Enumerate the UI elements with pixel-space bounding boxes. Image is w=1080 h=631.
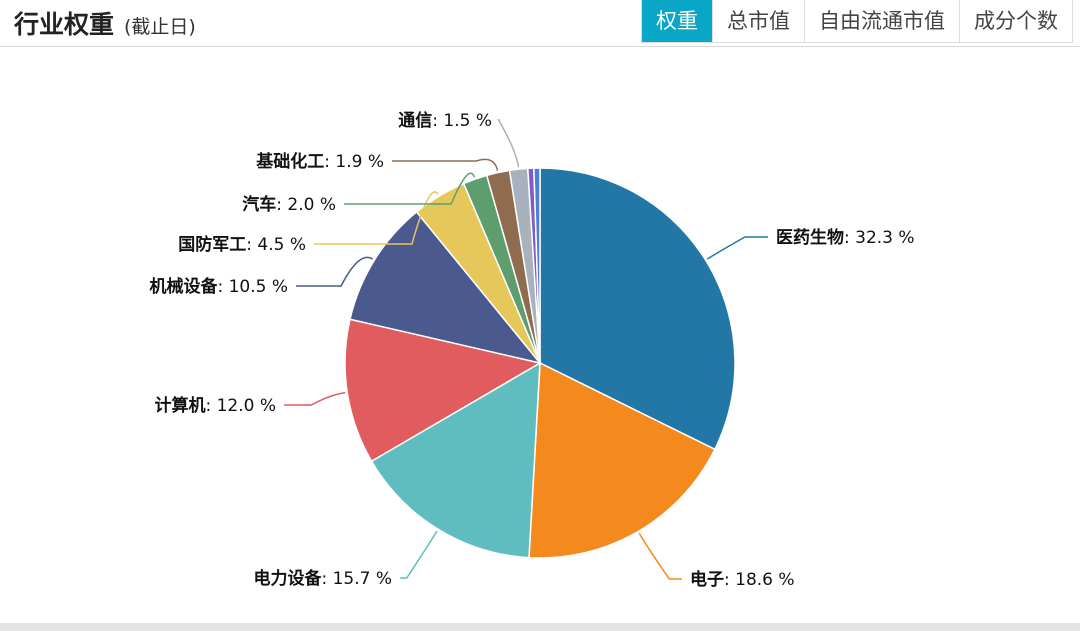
slice-label-value: : 1.9 % — [324, 152, 384, 172]
label-leader-line — [706, 236, 768, 260]
label-leader-line — [296, 256, 374, 287]
pie-slice[interactable] — [370, 361, 541, 559]
slice-label: 通信: 1.5 % — [398, 110, 492, 131]
slice-label-name: 国防军工 — [178, 234, 246, 255]
label-leader-line — [392, 158, 499, 171]
label-leader-line — [314, 191, 439, 245]
pie-slice[interactable] — [344, 318, 543, 463]
slice-label-name: 通信 — [398, 110, 432, 131]
label-leader-line — [400, 530, 438, 579]
slice-label: 机械设备: 10.5 % — [149, 276, 288, 297]
industry-weight-pie-chart: 医药生物: 32.3 %电子: 18.6 %电力设备: 15.7 %计算机: 1… — [149, 110, 915, 590]
tab-weight[interactable]: 权重 — [642, 0, 712, 42]
slice-label-name: 医药生物 — [776, 227, 844, 248]
tab-constituent-count[interactable]: 成分个数 — [959, 0, 1072, 42]
title-date-note: (截止日) — [124, 16, 196, 38]
slice-label-name: 基础化工 — [255, 151, 324, 172]
slice-label-value: : 2.0 % — [276, 195, 336, 215]
pie-slice[interactable] — [349, 210, 542, 365]
slice-label-value: : 1.5 % — [432, 111, 492, 131]
slice-label-value: : 12.0 % — [205, 396, 276, 416]
slice-label-value: : 32.3 % — [844, 228, 915, 248]
slice-label-name: 电子 — [690, 569, 724, 590]
tab-free-float-market-cap[interactable]: 自由流通市值 — [804, 0, 959, 42]
title-text: 行业权重 — [14, 10, 115, 39]
chart-header: 行业权重 (截止日) 权重 总市值 自由流通市值 成分个数 — [0, 0, 1080, 47]
chart-area: 医药生物: 32.3 % 电子: 18.6 % 电力设备: 15.7 % 计算机: 1… — [0, 47, 1080, 623]
metric-tabs: 权重 总市值 自由流通市值 成分个数 — [641, 0, 1073, 43]
slice-label-value: : 15.7 % — [321, 569, 392, 589]
label-leader-line — [284, 391, 346, 406]
slice-label-value: : 4.5 % — [246, 235, 306, 255]
label-leader-line — [638, 532, 682, 580]
pie-slice[interactable] — [528, 361, 716, 559]
slice-label: 电子: 18.6 % — [690, 569, 795, 590]
slice-label-name: 机械设备 — [149, 276, 218, 297]
tab-total-market-cap[interactable]: 总市值 — [712, 0, 804, 42]
label-leader-line — [497, 119, 520, 168]
slice-label-value: : 10.5 % — [217, 277, 288, 297]
slice-label: 医药生物: 32.3 % — [776, 227, 915, 248]
page-title: 行业权重 (截止日) — [14, 5, 196, 41]
slice-label-name: 电力设备 — [253, 568, 322, 589]
slice-label-name: 汽车 — [242, 194, 276, 215]
slice-label-name: 计算机 — [154, 395, 205, 416]
slice-label: 基础化工: 1.9 % — [255, 151, 384, 172]
slice-label-value: : 18.6 % — [724, 570, 795, 590]
pie-slice[interactable] — [539, 167, 736, 451]
slice-label: 计算机: 12.0 % — [154, 395, 276, 416]
slice-label: 电力设备: 15.7 % — [253, 568, 392, 589]
bottom-divider — [0, 623, 1080, 631]
slice-label: 国防军工: 4.5 % — [178, 234, 306, 255]
slice-label: 汽车: 2.0 % — [242, 194, 336, 215]
pie-slice[interactable] — [533, 167, 541, 364]
label-leader-line — [344, 172, 476, 205]
